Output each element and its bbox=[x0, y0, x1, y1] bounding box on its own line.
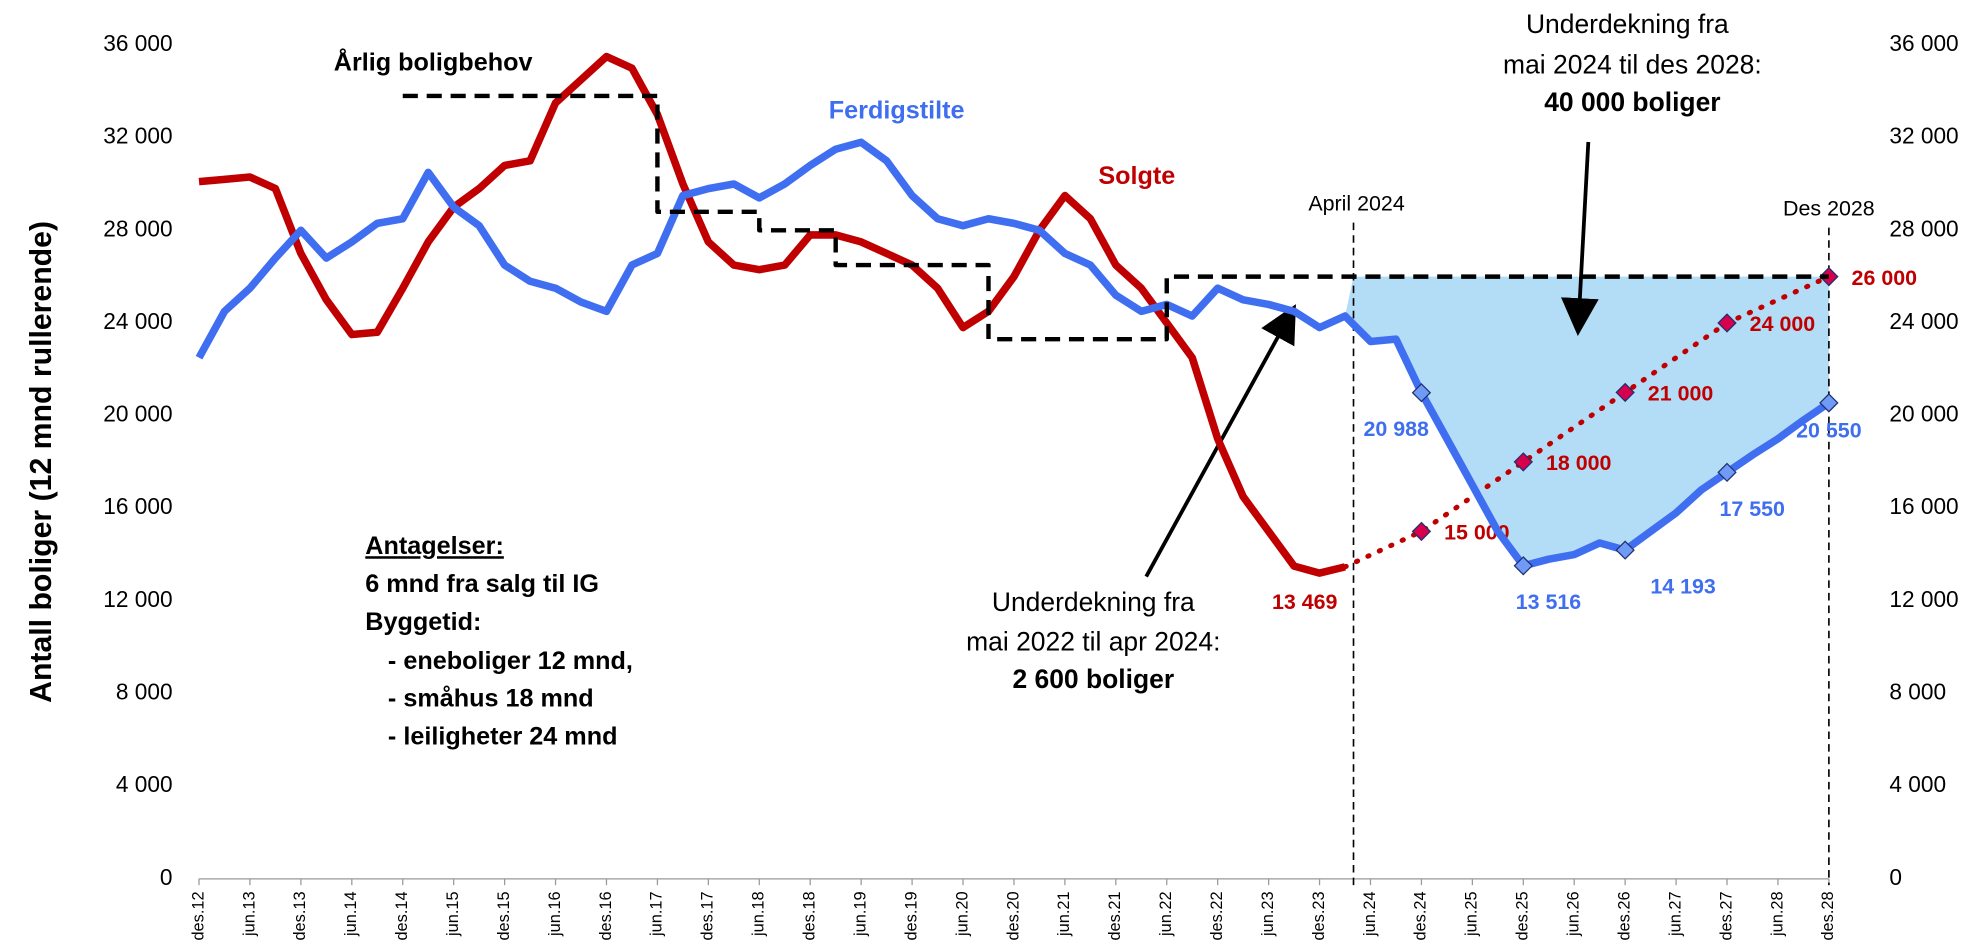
x-tick-label: jun.19 bbox=[851, 891, 869, 937]
shortfall-area bbox=[1345, 276, 1829, 566]
point-marker bbox=[1513, 452, 1534, 472]
series-label: Årlig boligbehov bbox=[334, 48, 533, 77]
x-tick-label: jun.28 bbox=[1768, 891, 1786, 937]
x-tick-label: des.28 bbox=[1819, 891, 1837, 940]
value-label: 21 000 bbox=[1648, 382, 1714, 406]
x-tick-label: des.15 bbox=[495, 891, 513, 940]
y2-tick-label: 36 000 bbox=[1889, 30, 1958, 56]
value-label: 20 550 bbox=[1796, 418, 1862, 442]
annotation: Byggetid: bbox=[365, 608, 481, 636]
y-tick-label: 8 000 bbox=[116, 679, 173, 705]
x-tick-label: des.21 bbox=[1106, 891, 1124, 940]
y2-tick-label: 28 000 bbox=[1889, 215, 1958, 241]
point-marker bbox=[1615, 540, 1635, 560]
point-marker bbox=[1717, 462, 1737, 483]
annotation: 40 000 boliger bbox=[1544, 87, 1720, 117]
y2-tick-label: 24 000 bbox=[1889, 308, 1958, 334]
y-tick-label: 28 000 bbox=[103, 215, 172, 241]
y-tick-label: 12 000 bbox=[103, 586, 172, 612]
y-axis-title: Antall boliger (12 mnd rullerende) bbox=[25, 221, 58, 703]
arrow bbox=[1561, 141, 1599, 336]
series-label: Ferdigstilte bbox=[829, 96, 965, 124]
y-tick-label: 24 000 bbox=[103, 308, 172, 334]
annotation: 2 600 boliger bbox=[1012, 664, 1174, 694]
x-tick-label: des.14 bbox=[393, 891, 411, 940]
y2-tick-label: 4 000 bbox=[1889, 771, 1946, 797]
y2-tick-label: 0 bbox=[1889, 864, 1902, 890]
x-tick-label: des.12 bbox=[189, 891, 207, 940]
y2-tick-label: 12 000 bbox=[1889, 586, 1958, 612]
x-tick-label: jun.22 bbox=[1157, 891, 1175, 937]
point-marker bbox=[1411, 521, 1432, 542]
y-tick-label: 4 000 bbox=[116, 771, 173, 797]
annotation: Underdekning fra bbox=[992, 587, 1195, 617]
annotation: 6 mnd fra salg til IG bbox=[365, 570, 599, 598]
value-label: 14 193 bbox=[1650, 575, 1716, 599]
y-tick-label: 20 000 bbox=[103, 401, 172, 427]
value-label: 18 000 bbox=[1546, 451, 1612, 475]
value-label: 26 000 bbox=[1852, 266, 1918, 290]
x-tick-label: des.27 bbox=[1717, 891, 1735, 940]
april-label: April 2024 bbox=[1308, 192, 1404, 216]
y-tick-label: 32 000 bbox=[103, 123, 172, 149]
annotation: mai 2022 til apr 2024: bbox=[966, 626, 1220, 656]
y2-tick-label: 32 000 bbox=[1889, 123, 1958, 149]
series-line bbox=[198, 52, 1346, 577]
x-tick-label: des.19 bbox=[902, 891, 920, 940]
point-marker bbox=[1717, 313, 1737, 333]
x-tick-label: des.22 bbox=[1208, 891, 1226, 940]
value-label: 13 516 bbox=[1516, 590, 1582, 614]
need-line bbox=[402, 93, 1829, 342]
des-label: Des 2028 bbox=[1783, 197, 1875, 221]
x-tick-label: des.16 bbox=[597, 891, 615, 940]
y2-tick-label: 8 000 bbox=[1889, 679, 1946, 705]
x-tick-label: jun.24 bbox=[1361, 891, 1379, 937]
x-tick-label: des.18 bbox=[801, 891, 819, 940]
point-marker bbox=[1411, 383, 1432, 403]
background-layer bbox=[1345, 276, 1829, 566]
x-tick-label: jun.23 bbox=[1259, 891, 1277, 937]
annotation: Underdekning fra bbox=[1526, 9, 1729, 39]
value-label: 17 550 bbox=[1719, 497, 1785, 521]
annotation: - eneboliger 12 mnd, bbox=[388, 647, 633, 675]
x-tick-label: jun.16 bbox=[546, 891, 564, 937]
x-tick-label: des.26 bbox=[1615, 891, 1633, 940]
annotation: Antagelser: bbox=[365, 532, 504, 560]
x-tick-label: jun.20 bbox=[953, 891, 971, 937]
point-marker bbox=[1819, 393, 1839, 413]
x-tick-label: des.23 bbox=[1310, 891, 1328, 940]
x-tick-label: jun.21 bbox=[1055, 891, 1073, 937]
y2-tick-label: 20 000 bbox=[1889, 401, 1958, 427]
x-tick-label: jun.13 bbox=[240, 891, 258, 937]
x-tick-label: jun.15 bbox=[444, 891, 462, 937]
y-tick-label: 36 000 bbox=[103, 30, 172, 56]
x-tick-label: jun.18 bbox=[750, 891, 768, 937]
annotation: - leiligheter 24 mnd bbox=[388, 722, 618, 750]
annotation: mai 2024 til des 2028: bbox=[1503, 49, 1762, 79]
point-marker bbox=[1513, 556, 1534, 576]
point-marker bbox=[1615, 382, 1635, 403]
x-tick-label: des.24 bbox=[1412, 891, 1430, 940]
x-tick-label: des.20 bbox=[1004, 891, 1022, 940]
value-label: 20 988 bbox=[1363, 417, 1429, 441]
x-tick-label: jun.25 bbox=[1463, 891, 1481, 937]
x-tick-label: des.17 bbox=[699, 891, 717, 940]
y-tick-label: 16 000 bbox=[103, 493, 172, 519]
value-label: 24 000 bbox=[1750, 312, 1816, 336]
x-tick-label: des.25 bbox=[1514, 891, 1532, 940]
x-tick-label: jun.26 bbox=[1565, 891, 1583, 937]
x-tick-label: jun.17 bbox=[648, 891, 666, 937]
series-label: Solgte bbox=[1098, 162, 1175, 190]
y2-tick-label: 16 000 bbox=[1889, 493, 1958, 519]
annotation: - småhus 18 mnd bbox=[388, 685, 594, 713]
x-tick-label: jun.14 bbox=[342, 891, 360, 937]
x-tick-label: jun.27 bbox=[1666, 891, 1684, 937]
value-label: 13 469 bbox=[1272, 590, 1338, 614]
y-tick-label: 0 bbox=[160, 864, 173, 890]
series-line bbox=[195, 138, 1832, 570]
x-tick-label: des.13 bbox=[291, 891, 309, 940]
